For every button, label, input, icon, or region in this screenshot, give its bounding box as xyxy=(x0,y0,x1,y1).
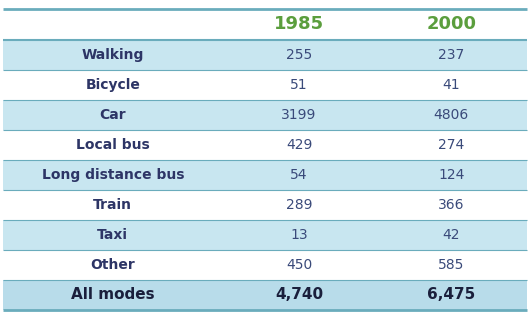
Text: 2000: 2000 xyxy=(426,15,476,33)
Bar xyxy=(3,40,527,70)
Text: 4806: 4806 xyxy=(434,107,469,122)
Bar xyxy=(3,280,527,310)
Text: 6,475: 6,475 xyxy=(427,287,475,302)
Text: 41: 41 xyxy=(443,77,460,92)
Text: 289: 289 xyxy=(286,198,312,212)
Text: 274: 274 xyxy=(438,137,464,152)
Bar xyxy=(3,190,527,220)
Text: 13: 13 xyxy=(290,228,308,242)
Text: Walking: Walking xyxy=(82,47,144,62)
Text: 51: 51 xyxy=(290,77,308,92)
Text: 429: 429 xyxy=(286,137,312,152)
Text: 4,740: 4,740 xyxy=(275,287,323,302)
Text: Bicycle: Bicycle xyxy=(85,77,140,92)
Text: Train: Train xyxy=(93,198,132,212)
Text: Other: Other xyxy=(91,258,135,272)
Bar xyxy=(3,220,527,250)
Text: 124: 124 xyxy=(438,167,464,182)
Text: 450: 450 xyxy=(286,258,312,272)
Text: Local bus: Local bus xyxy=(76,137,149,152)
Text: Car: Car xyxy=(100,107,126,122)
Text: Taxi: Taxi xyxy=(98,228,128,242)
Bar xyxy=(3,250,527,280)
Text: 255: 255 xyxy=(286,47,312,62)
Bar xyxy=(3,70,527,100)
Bar xyxy=(3,160,527,190)
Text: 366: 366 xyxy=(438,198,464,212)
Text: Long distance bus: Long distance bus xyxy=(41,167,184,182)
Text: 3199: 3199 xyxy=(281,107,317,122)
Text: 42: 42 xyxy=(443,228,460,242)
Bar xyxy=(3,100,527,130)
Text: 54: 54 xyxy=(290,167,308,182)
Text: 585: 585 xyxy=(438,258,464,272)
Text: 1985: 1985 xyxy=(274,15,324,33)
Bar xyxy=(3,130,527,160)
Text: All modes: All modes xyxy=(71,287,155,302)
Text: 237: 237 xyxy=(438,47,464,62)
